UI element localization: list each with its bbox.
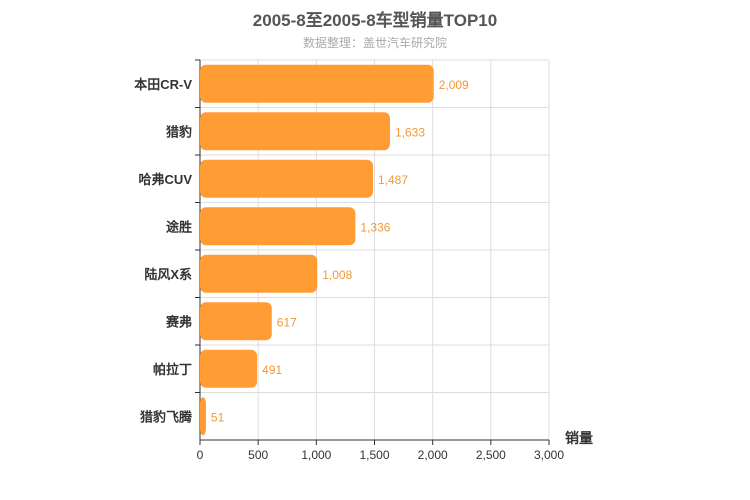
- category-label: 途胜: [166, 219, 192, 234]
- x-axis-title: 销量: [565, 430, 593, 446]
- category-label: 帕拉丁: [153, 362, 192, 377]
- category-label: 本田CR-V: [134, 77, 192, 92]
- category-label: 猎豹: [166, 124, 192, 139]
- bar: [200, 254, 318, 293]
- chart-subtitle: 数据整理：盖世汽车研究院: [302, 36, 447, 50]
- chart-title: 2005-8至2005-8车型销量TOP10: [252, 11, 498, 30]
- data-label: 617: [277, 315, 297, 329]
- bar: [200, 64, 434, 103]
- bar: [200, 397, 206, 436]
- x-tick-label: 2,500: [476, 448, 506, 462]
- bar: [200, 349, 258, 388]
- bar: [200, 112, 390, 151]
- data-label: 1,487: [378, 173, 408, 187]
- data-label: 51: [211, 410, 225, 424]
- category-label: 猎豹飞腾: [140, 409, 193, 424]
- x-tick-label: 0: [197, 448, 204, 462]
- bar: [200, 159, 373, 198]
- bar: [200, 207, 356, 246]
- data-label: 1,633: [395, 125, 425, 139]
- bar: [200, 302, 272, 341]
- category-label: 哈弗CUV: [139, 172, 193, 187]
- data-label: 491: [262, 363, 282, 377]
- category-label: 陆风X系: [144, 267, 192, 282]
- x-tick-label: 1,500: [359, 448, 389, 462]
- data-label: 2,009: [439, 78, 469, 92]
- x-tick-label: 3,000: [534, 448, 564, 462]
- x-tick-label: 2,000: [418, 448, 448, 462]
- category-label: 赛弗: [165, 314, 192, 329]
- x-tick-label: 500: [248, 448, 268, 462]
- data-label: 1,008: [322, 268, 352, 282]
- x-tick-label: 1,000: [301, 448, 331, 462]
- data-label: 1,336: [360, 220, 390, 234]
